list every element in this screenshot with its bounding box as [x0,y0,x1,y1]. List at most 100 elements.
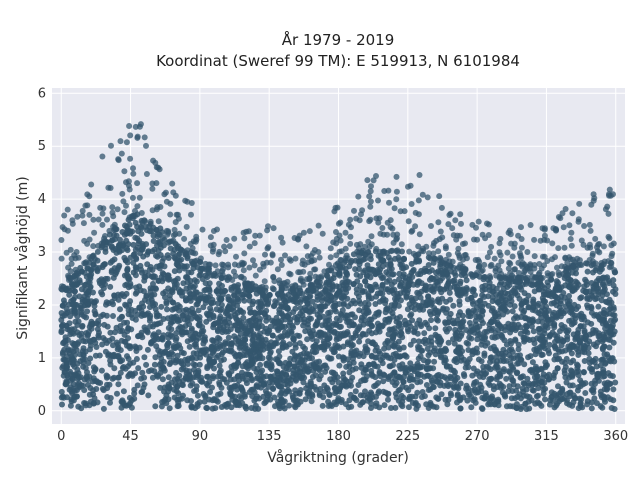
data-point [542,298,549,305]
data-point [416,172,423,178]
data-point [468,393,474,400]
data-point [231,376,238,383]
data-point [328,403,335,409]
data-point [427,365,434,372]
x-tick-label: 360 [603,429,628,444]
data-point [87,275,94,282]
x-tick-label: 135 [257,429,282,444]
data-point [442,320,449,327]
data-point [406,393,413,400]
data-point [393,188,400,195]
data-point [362,243,368,250]
data-point [549,256,555,263]
data-point [116,247,123,254]
data-point [470,301,476,307]
data-point [117,138,124,145]
data-point [517,330,524,337]
data-point [404,290,411,296]
data-point [598,260,605,266]
data-point [87,342,94,349]
data-point [147,293,154,300]
data-point [555,279,561,286]
data-point [65,374,71,381]
data-point [364,249,371,255]
data-point [525,354,532,361]
data-point [125,284,132,291]
data-point [360,308,367,315]
data-point [352,314,358,321]
data-point [359,289,366,296]
data-point [155,320,162,327]
data-point [59,351,66,358]
data-point [325,354,332,361]
data-point [588,366,595,373]
data-point [231,235,238,242]
data-point [130,170,137,177]
data-point [258,341,265,347]
data-point [564,298,571,305]
data-point [337,219,344,226]
data-point [479,292,486,299]
data-point [567,236,574,242]
data-point [409,274,416,280]
data-point [442,245,449,252]
data-point [457,380,464,387]
data-point [64,206,71,213]
data-point [290,335,297,342]
data-point [259,355,266,362]
data-point [452,217,459,224]
data-point [311,343,318,350]
data-point [447,296,454,303]
data-point [469,288,476,295]
data-point [391,205,398,212]
data-point [558,307,565,314]
data-point [127,155,134,162]
data-point [251,262,258,269]
data-point [509,253,516,260]
data-point [368,233,375,240]
data-point [356,353,362,359]
data-point [544,324,551,331]
data-point [159,278,166,285]
data-point [58,317,65,323]
data-point [377,230,384,237]
y-tick-label: 1 [38,351,46,366]
data-point [109,209,116,216]
data-point [107,283,114,290]
data-point [500,346,507,353]
data-point [569,373,576,380]
data-point [574,387,581,394]
data-point [569,210,576,217]
data-point [404,306,411,313]
data-point [493,291,500,298]
data-point [177,358,184,365]
data-point [489,325,496,332]
data-point [342,255,349,262]
data-point [450,302,457,309]
data-point [392,341,399,347]
data-point [342,269,349,276]
data-point [100,285,107,292]
data-point [590,341,597,348]
data-point [218,295,225,302]
data-point [294,397,301,404]
data-point [364,272,370,279]
x-tick-label: 315 [534,429,559,444]
data-point [187,310,194,317]
data-point [423,243,430,250]
data-point [432,325,439,332]
data-point [210,324,217,331]
data-point [606,280,613,287]
x-tick-label: 180 [326,429,351,444]
data-point [373,329,379,336]
data-point [146,323,153,330]
data-point [317,292,324,298]
data-point [319,230,326,237]
data-point [276,310,283,317]
data-point [189,403,196,410]
data-point [486,279,493,286]
data-point [98,367,105,374]
data-point [90,336,97,343]
data-point [359,314,365,321]
data-point [84,369,90,376]
